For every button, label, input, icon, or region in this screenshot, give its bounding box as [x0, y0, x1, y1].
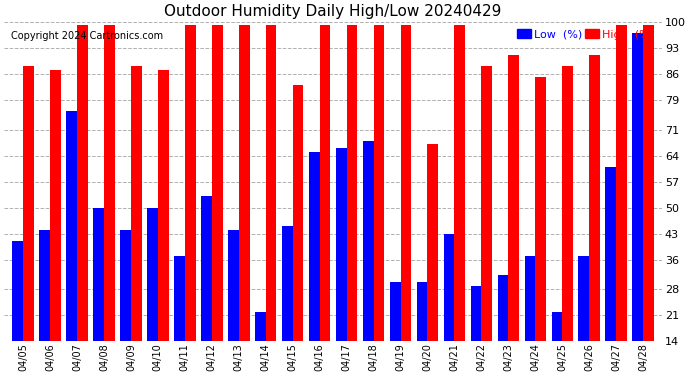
Bar — [282, 226, 293, 375]
Bar — [509, 55, 519, 375]
Bar — [336, 148, 346, 375]
Bar — [212, 26, 223, 375]
Title: Outdoor Humidity Daily High/Low 20240429: Outdoor Humidity Daily High/Low 20240429 — [164, 4, 502, 19]
Bar — [93, 208, 104, 375]
Bar — [50, 70, 61, 375]
Bar — [174, 256, 185, 375]
Bar — [524, 256, 535, 375]
Bar — [104, 26, 115, 375]
Bar — [390, 282, 400, 375]
Bar — [12, 241, 23, 375]
Bar — [201, 196, 212, 375]
Bar — [471, 286, 482, 375]
Bar — [293, 85, 304, 375]
Text: Copyright 2024 Cartronics.com: Copyright 2024 Cartronics.com — [11, 32, 163, 41]
Bar — [147, 208, 158, 375]
Bar — [616, 26, 627, 375]
Bar — [239, 26, 250, 375]
Bar — [482, 66, 492, 375]
Bar — [120, 230, 131, 375]
Bar — [66, 111, 77, 375]
Bar — [266, 26, 277, 375]
Bar — [455, 26, 465, 375]
Bar — [400, 26, 411, 375]
Bar — [255, 312, 266, 375]
Bar — [589, 55, 600, 375]
Bar — [346, 26, 357, 375]
Bar — [633, 33, 643, 375]
Bar — [428, 144, 438, 375]
Legend: Low  (%), High  (%): Low (%), High (%) — [515, 27, 656, 42]
Bar — [605, 167, 616, 375]
Bar — [39, 230, 50, 375]
Bar — [77, 26, 88, 375]
Bar — [309, 152, 319, 375]
Bar — [562, 66, 573, 375]
Bar — [643, 26, 654, 375]
Bar — [535, 78, 546, 375]
Bar — [578, 256, 589, 375]
Bar — [158, 70, 168, 375]
Bar — [131, 66, 141, 375]
Bar — [551, 312, 562, 375]
Bar — [373, 26, 384, 375]
Bar — [319, 26, 331, 375]
Bar — [417, 282, 428, 375]
Bar — [444, 234, 455, 375]
Bar — [23, 66, 34, 375]
Bar — [497, 274, 509, 375]
Bar — [185, 26, 195, 375]
Bar — [363, 141, 373, 375]
Bar — [228, 230, 239, 375]
